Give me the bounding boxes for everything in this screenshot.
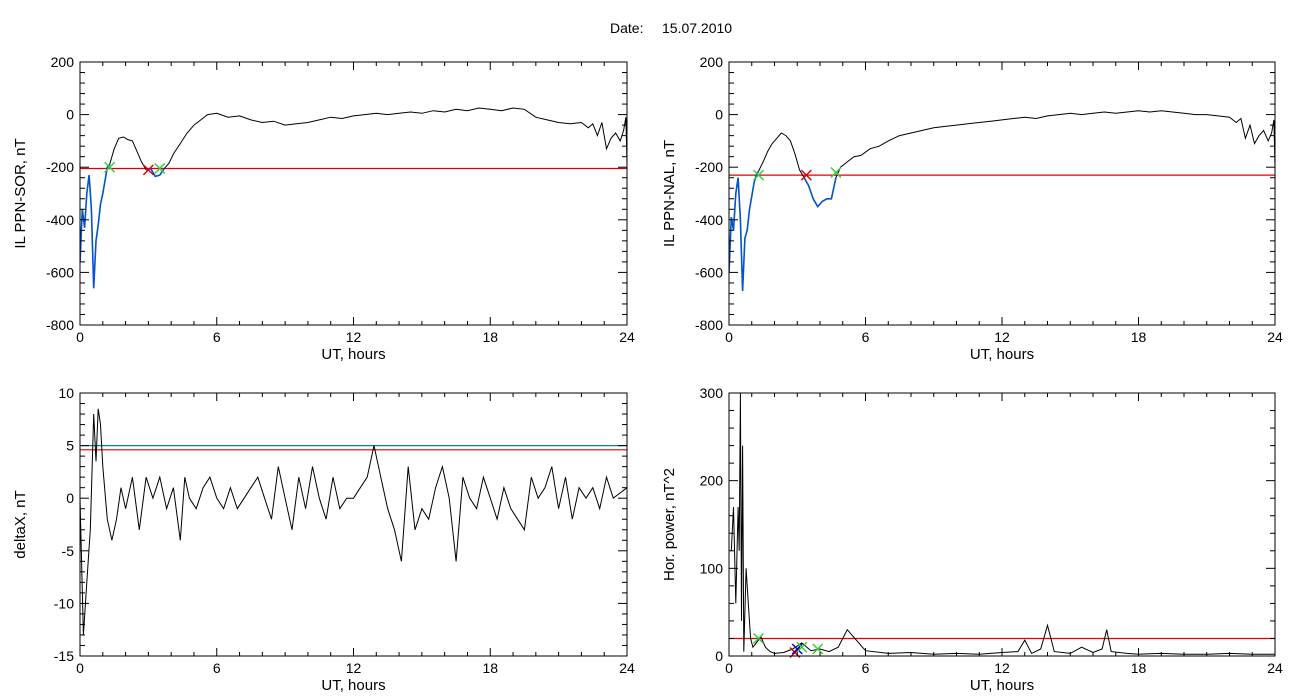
y-tick-label: -800	[695, 317, 723, 333]
x-tick-label: 18	[482, 329, 498, 345]
x-tick-label: 12	[994, 329, 1010, 345]
x-tick-label: 6	[213, 660, 221, 676]
y-tick-label: -10	[54, 595, 74, 611]
event-marker	[800, 169, 812, 181]
x-tick-label: 18	[1131, 329, 1147, 345]
x-tick-label: 12	[346, 660, 362, 676]
event-marker-stroke	[154, 163, 166, 175]
panel-delta-x: 0 6 12 18 24 10 5 0 -5 -10 -15 UT, hours deltaX, nT	[12, 385, 635, 694]
y-tick-label: -600	[46, 264, 74, 280]
y-tick-label: 0	[66, 490, 74, 506]
event-marker	[104, 161, 116, 173]
highlight-segment	[729, 170, 760, 291]
x-tick-label: 12	[994, 660, 1010, 676]
event-marker-stroke	[812, 643, 824, 655]
y-tick-label: 0	[715, 107, 723, 123]
x-tick-label: 24	[1267, 329, 1283, 345]
x-axis-label: UT, hours	[970, 677, 1034, 694]
x-tick-label: 24	[1267, 660, 1283, 676]
y-tick-label: 300	[700, 385, 724, 401]
highlight-segment	[803, 177, 837, 208]
x-tick-label: 24	[619, 329, 635, 345]
x-axis-label: UT, hours	[321, 677, 385, 694]
y-axis-label: deltaX, nT	[12, 490, 29, 558]
event-marker-stroke	[830, 166, 842, 178]
event-marker	[753, 169, 765, 181]
plot-frame	[79, 392, 628, 657]
panel-ppn-nal: 0 6 12 18 24 200 0 -200 -400 -600 -800 UT, hours IL …	[661, 54, 1283, 363]
event-marker	[812, 643, 824, 655]
event-marker	[154, 163, 166, 175]
panel-ppn-sor: 0 6 12 18 24 200 0 -200 -400 -600 -800 UT, hours IL …	[12, 54, 635, 363]
event-marker	[796, 641, 808, 653]
series-line	[80, 408, 627, 636]
series-line	[729, 110, 1275, 291]
event-marker-stroke	[800, 169, 812, 181]
event-marker	[753, 632, 765, 644]
figure-title-date: 15.07.2010	[662, 20, 732, 36]
x-tick-label: 0	[725, 329, 733, 345]
x-tick-label: 18	[1131, 660, 1147, 676]
y-tick-label: 0	[66, 107, 74, 123]
series-line	[730, 393, 1275, 655]
y-tick-label: 200	[700, 473, 724, 489]
x-tick-label: 12	[346, 329, 362, 345]
x-tick-label: 0	[725, 660, 733, 676]
y-axis-label: IL PPN-NAL, nT	[661, 140, 678, 247]
y-tick-label: 200	[700, 54, 724, 70]
plot-frame	[79, 61, 628, 326]
y-tick-label: -800	[46, 317, 74, 333]
y-tick-label: -200	[695, 159, 723, 175]
y-tick-label: 10	[58, 385, 74, 401]
x-axis-label: UT, hours	[970, 346, 1034, 363]
y-tick-label: -200	[46, 159, 74, 175]
y-axis-label: Hor. power, nT^2	[661, 468, 678, 581]
x-tick-label: 6	[862, 329, 870, 345]
figure-title-prefix: Date:	[610, 20, 643, 36]
y-tick-label: 5	[66, 438, 74, 454]
y-tick-label: -400	[695, 212, 723, 228]
y-axis-label: IL PPN-SOR, nT	[12, 138, 29, 248]
event-marker-stroke	[753, 632, 765, 644]
x-axis-label: UT, hours	[321, 346, 385, 363]
y-tick-label: 0	[715, 648, 723, 664]
x-tick-label: 0	[76, 329, 84, 345]
y-tick-label: -15	[54, 648, 74, 664]
y-tick-label: -600	[695, 264, 723, 280]
event-marker-stroke	[104, 161, 116, 173]
plot-frame	[728, 392, 1276, 657]
event-marker	[830, 166, 842, 178]
event-marker-stroke	[796, 641, 808, 653]
panel-hor-power: 0 6 12 18 24 300 200 100 0 UT, hours Hor. power, n…	[661, 385, 1283, 694]
x-tick-label: 6	[213, 329, 221, 345]
series-line	[80, 107, 627, 289]
x-tick-label: 0	[76, 660, 84, 676]
y-tick-label: 100	[700, 560, 724, 576]
x-tick-label: 18	[482, 660, 498, 676]
x-tick-label: 6	[862, 660, 870, 676]
x-tick-label: 24	[619, 660, 635, 676]
event-marker	[142, 164, 154, 176]
event-marker-stroke	[142, 164, 154, 176]
event-marker-stroke	[753, 169, 765, 181]
y-tick-label: -5	[62, 543, 75, 559]
y-tick-label: 200	[51, 54, 75, 70]
y-tick-label: -400	[46, 212, 74, 228]
highlight-segment	[80, 164, 111, 289]
